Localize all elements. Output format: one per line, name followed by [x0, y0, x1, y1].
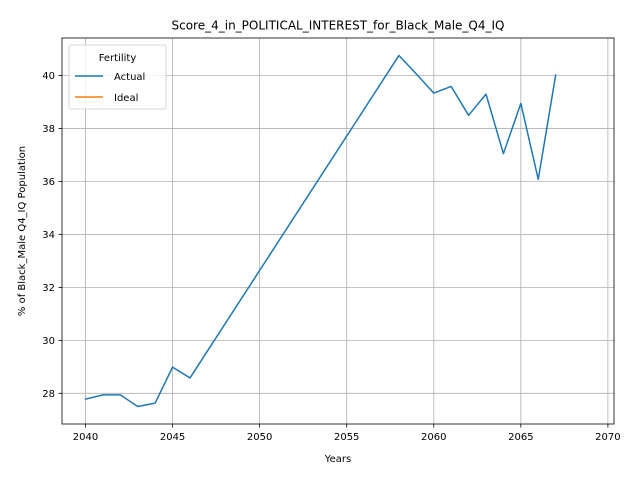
x-axis-ticks: 2040 2045 2050 2055 2060 2065 2070: [73, 424, 621, 443]
legend-box: [68, 44, 167, 110]
series-lines: [84, 54, 557, 408]
y-axis-label: % of Black_Male Q4_IQ Population: [17, 146, 28, 316]
x-axis-label: Years: [324, 454, 351, 465]
y-tick-label: 38: [42, 124, 55, 135]
y-tick-label: 30: [42, 336, 55, 347]
y-tick-label: 34: [42, 230, 55, 241]
x-tick-label: 2065: [508, 432, 533, 443]
x-tick-label: 2050: [247, 432, 272, 443]
x-tick-label: 2055: [334, 432, 359, 443]
y-tick-label: 40: [42, 71, 55, 82]
x-tick-label: 2040: [73, 432, 98, 443]
x-tick-label: 2070: [595, 432, 620, 443]
legend-label-actual: Actual: [114, 72, 145, 83]
legend-title: Fertility: [99, 53, 137, 64]
series-line-actual: [84, 54, 557, 408]
y-tick-label: 36: [42, 177, 55, 188]
chart-title: Score_4_in_POLITICAL_INTEREST_for_Black_…: [172, 19, 505, 33]
x-tick-label: 2045: [160, 432, 185, 443]
grid-lines: [62, 38, 614, 424]
legend: Fertility Actual Ideal: [68, 44, 167, 110]
plot-frame: [61, 37, 615, 425]
x-tick-label: 2060: [421, 432, 446, 443]
y-axis-ticks: 28 30 32 34 36 38 40: [42, 71, 62, 400]
y-tick-label: 28: [42, 389, 55, 400]
y-tick-label: 32: [42, 283, 55, 294]
legend-label-ideal: Ideal: [114, 93, 138, 104]
